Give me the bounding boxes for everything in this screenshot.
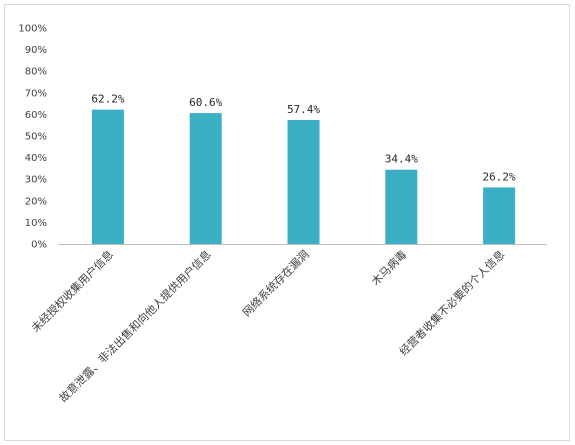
data-label: 60.6% [189, 96, 222, 109]
category-label: 经营者收集不必要的个人信息 [396, 247, 507, 358]
y-tick-label: 30% [25, 175, 47, 186]
y-tick-label: 10% [25, 218, 47, 229]
data-label: 26.2% [483, 170, 516, 183]
category-label: 木马病毒 [368, 247, 409, 288]
data-label: 34.4% [385, 153, 418, 166]
bar [189, 113, 222, 244]
y-tick-label: 0% [31, 240, 47, 251]
y-tick-label: 50% [25, 132, 47, 143]
bar [385, 169, 418, 244]
y-tick-label: 70% [25, 88, 47, 99]
category-label: 故意泄露、非法出售和向他人提供用户信息 [56, 247, 214, 405]
data-label: 62.2% [91, 93, 124, 106]
y-tick-label: 40% [25, 153, 47, 164]
category-label: 未经授权收集用户信息 [28, 247, 116, 335]
bar [287, 120, 320, 244]
y-tick-label: 100% [18, 24, 47, 35]
y-tick-label: 80% [25, 67, 47, 78]
bars-group [91, 109, 516, 244]
bar [483, 187, 516, 244]
data-labels-group: 62.2% 60.6% 57.4% 34.4% 26.2% [91, 93, 516, 184]
data-label: 57.4% [287, 103, 320, 116]
y-tick-label: 60% [25, 110, 47, 121]
bar [91, 109, 124, 244]
category-label: 网络系统存在漏洞 [239, 247, 311, 319]
y-axis-tick-labels: 0% 10% 20% 30% 40% 50% 60% 70% 80% 90% 100% [18, 24, 47, 251]
y-tick-label: 20% [25, 196, 47, 207]
y-tick-label: 90% [25, 45, 47, 56]
